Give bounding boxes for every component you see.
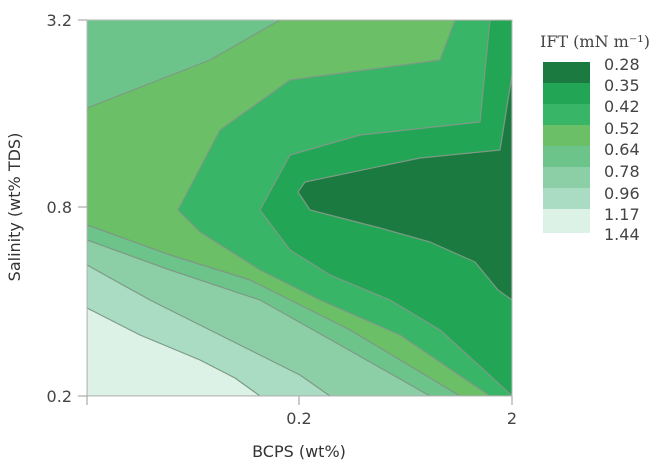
contour-plot-area	[87, 20, 512, 396]
legend-swatch	[543, 125, 590, 146]
y-tick-label: 3.2	[47, 11, 72, 30]
legend-label: 0.78	[604, 162, 640, 181]
x-tick-label: 2	[507, 409, 517, 428]
legend-label: 0.42	[604, 97, 640, 116]
contour-band-1.17-1.44	[87, 307, 261, 396]
y-axis	[78, 19, 87, 397]
x-tick-label: 0.2	[286, 409, 311, 428]
legend-swatch	[543, 188, 590, 209]
legend-label: 0.64	[604, 140, 640, 159]
legend-swatch	[543, 62, 590, 83]
x-axis-title: BCPS (wt%)	[252, 442, 346, 461]
legend-label: 0.28	[604, 55, 640, 74]
colorbar-legend: IFT (mN m⁻¹) 0.28 0.35 0.42 0.52 0.64 0.…	[540, 32, 650, 244]
contour-band-0.28-0.35	[297, 74, 512, 301]
legend-swatch	[543, 104, 590, 125]
legend-swatch	[543, 209, 590, 233]
legend-label: 0.52	[604, 119, 640, 138]
y-axis-title: Salinity (wt% TDS)	[5, 133, 24, 282]
legend-swatch	[543, 83, 590, 104]
legend-swatch	[543, 167, 590, 188]
legend-label: 1.17	[604, 205, 640, 224]
y-tick-label: 0.8	[47, 198, 72, 217]
legend-label: 0.96	[604, 184, 640, 203]
x-axis	[86, 396, 513, 405]
legend-label: 1.44	[604, 225, 640, 244]
legend-label: 0.35	[604, 76, 640, 95]
y-tick-label: 0.2	[47, 387, 72, 406]
legend-title: IFT (mN m⁻¹)	[540, 32, 650, 51]
legend-swatch	[543, 146, 590, 167]
